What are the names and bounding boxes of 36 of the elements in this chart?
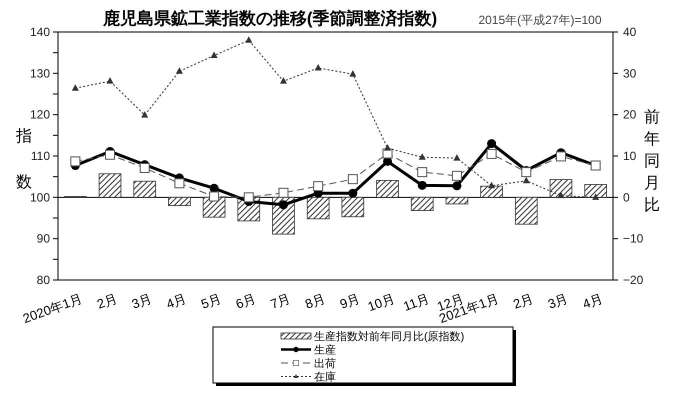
x-tick-label: 5月 [198,290,224,312]
legend-label: 出荷 [314,357,336,370]
x-tick-label: 6月 [234,290,258,312]
x-tick-label: 4月 [580,290,605,312]
x-tick-label: 11月 [401,290,432,314]
x-tick-label: 4月 [164,290,188,312]
y-tick-label: 120 [30,108,50,122]
y-tick-label: 130 [30,66,50,80]
x-tick-label: 3月 [130,290,154,312]
x-tick-label: 9月 [338,290,362,312]
legend-label: 生産 [314,344,336,356]
y2-tick-label: −10 [623,232,644,246]
x-tick-label: 8月 [303,290,328,312]
y2-tick-label: 0 [623,190,630,204]
text: 指数 [16,128,32,191]
y2-tick-label: 20 [623,108,637,122]
text: 2015年(平成27年)=100 [478,13,602,27]
y-tick-label: 100 [30,190,50,204]
y-tick-label: 140 [30,25,50,39]
legend-label: 在庫 [314,370,336,384]
x-tick-label: 7月 [268,290,292,312]
y-tick-label: 110 [30,149,50,163]
legend-label: 生産指数対前年同月比(原指数) [314,330,464,343]
x-tick-label: 3月 [546,290,570,312]
y-tick-label: 80 [36,273,50,287]
x-tick-label: 10月 [366,290,397,314]
x-tick-label: 2020年1月 [20,290,84,326]
y2-tick-label: −20 [623,273,644,287]
y2-tick-label: 10 [623,149,637,163]
y2-tick-label: 30 [623,66,637,80]
x-tick-label: 2月 [511,290,536,312]
y-tick-label: 90 [36,232,50,246]
y2-axis-title: 前年同月比 [644,108,660,214]
chart-title: 鹿児島県鉱工業指数の推移(季節調整済指数) [102,9,438,28]
y2-tick-label: 40 [623,25,637,39]
x-tick-label: 2月 [94,290,120,312]
